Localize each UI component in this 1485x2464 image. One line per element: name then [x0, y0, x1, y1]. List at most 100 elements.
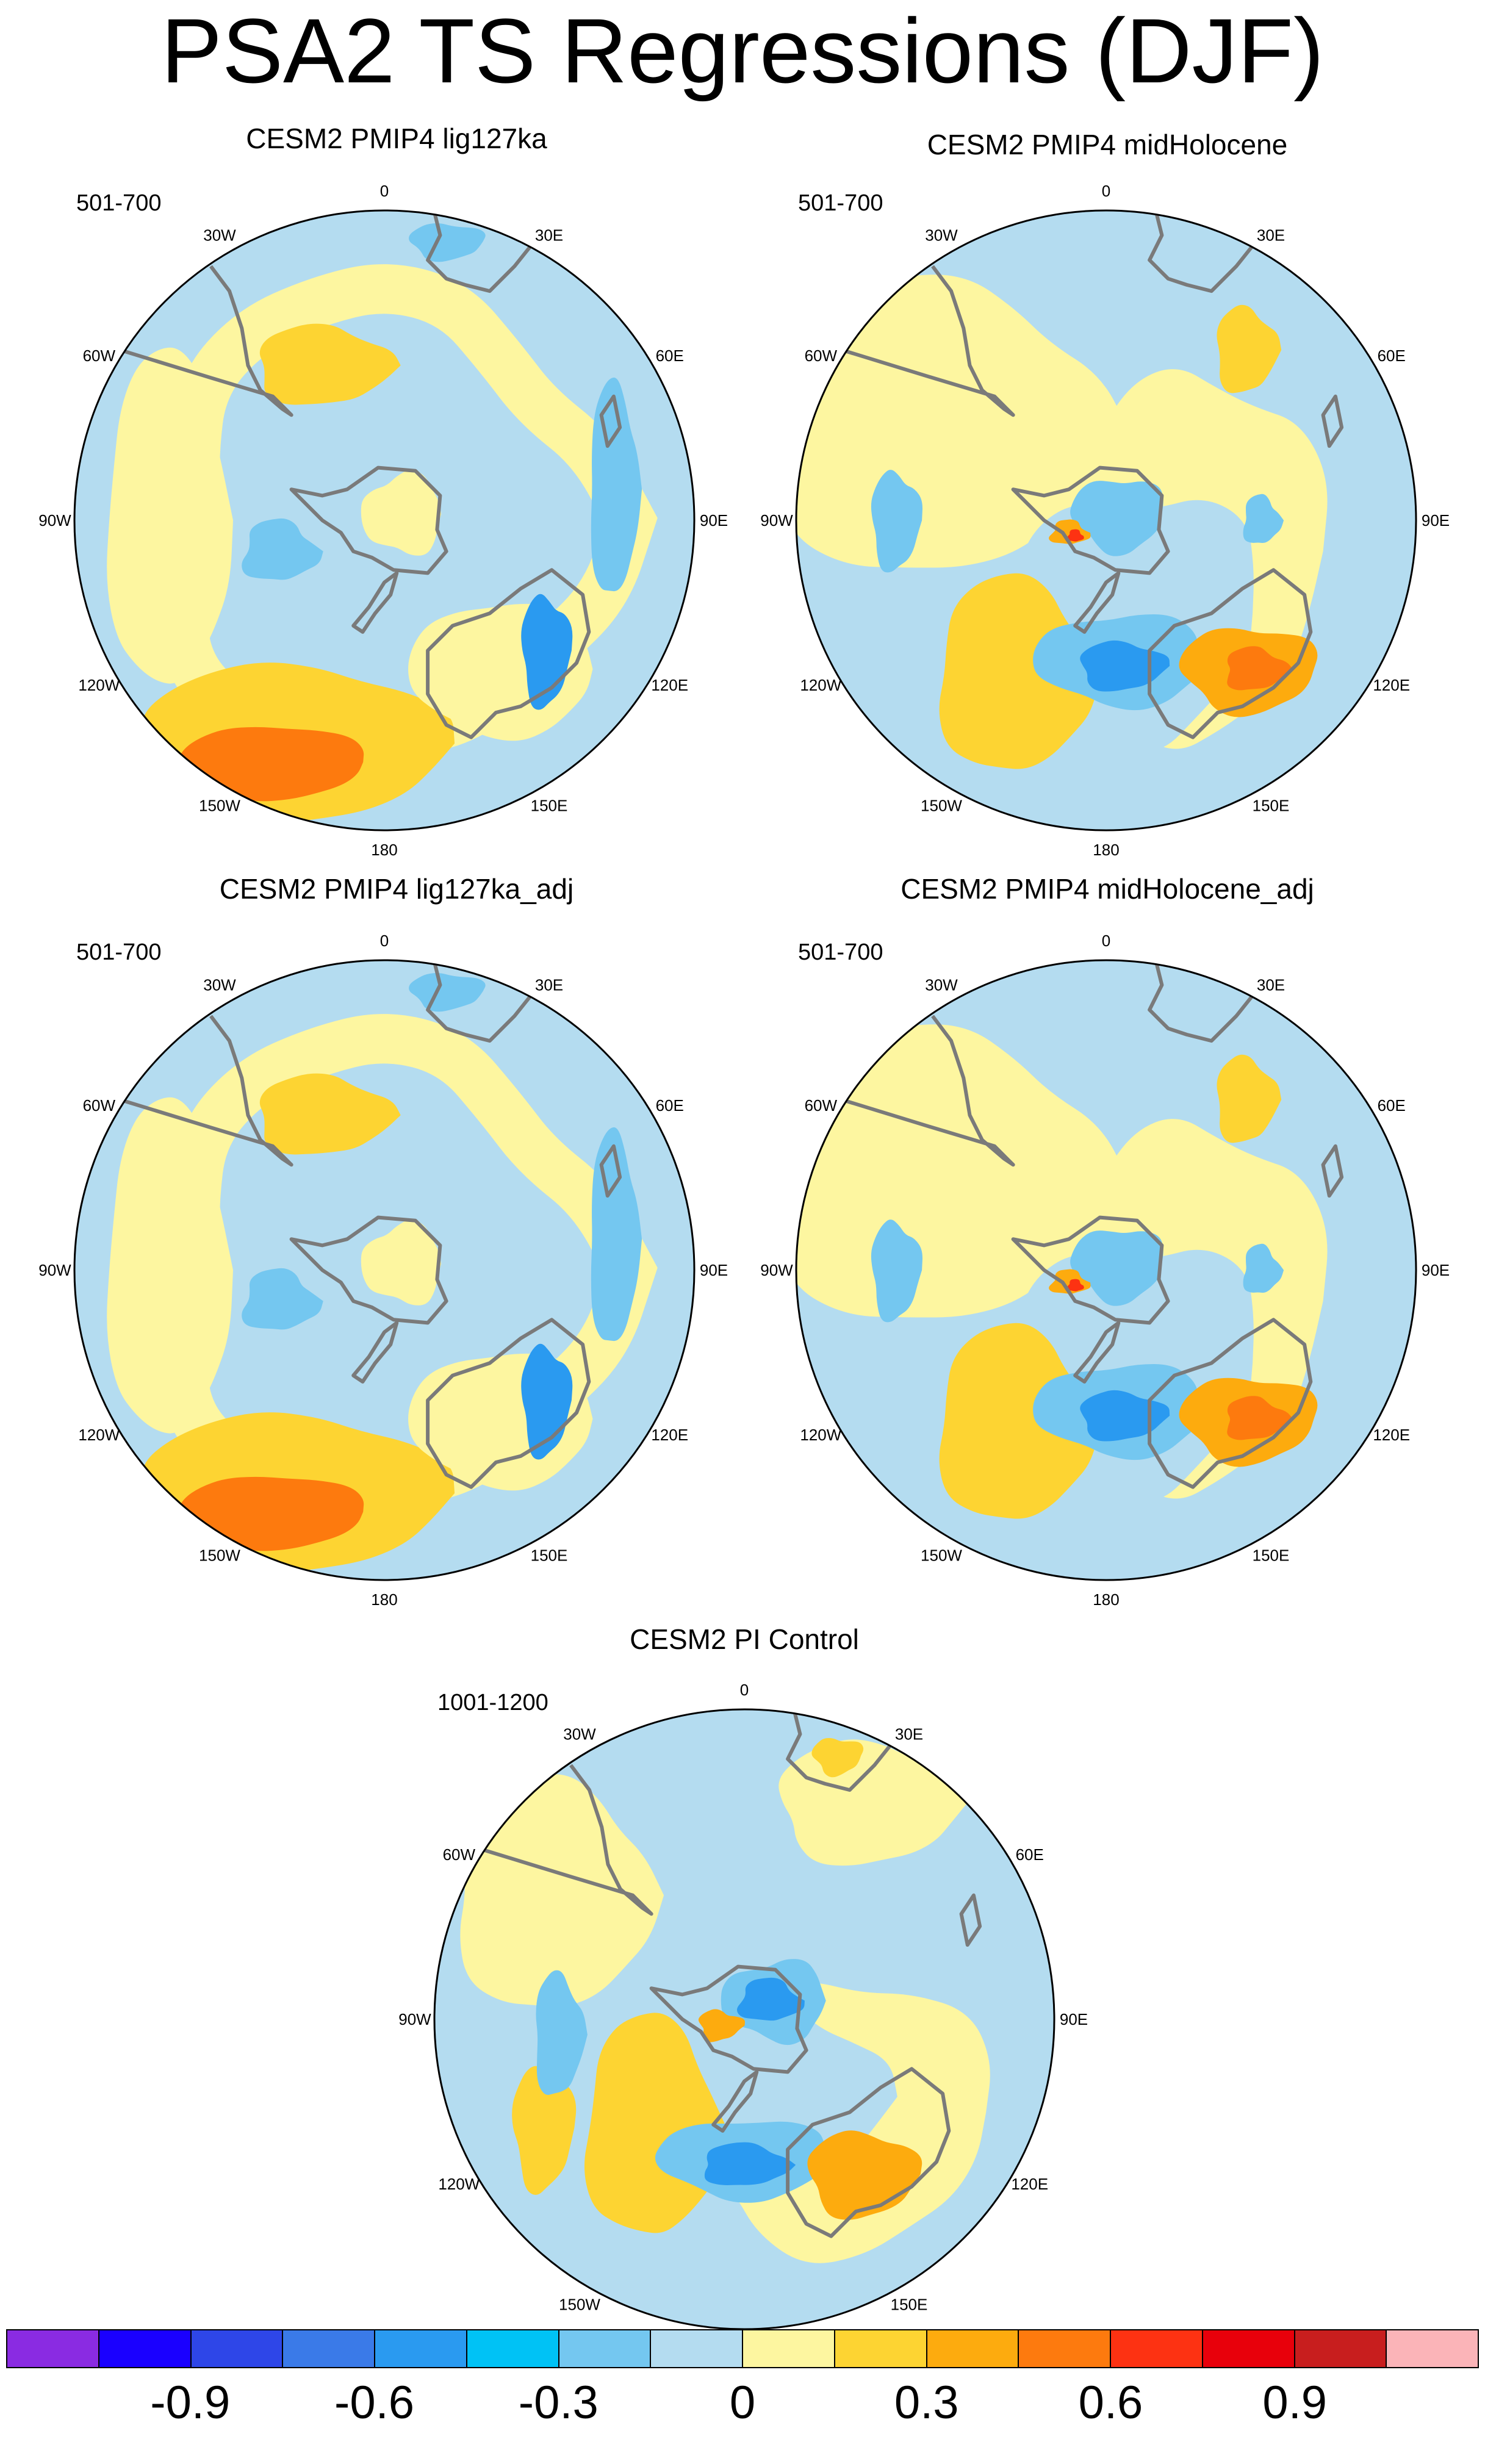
longitude-label: 150W: [921, 797, 962, 815]
longitude-label: 30E: [895, 1725, 923, 1743]
antarctica-coastline: [649, 1964, 808, 2074]
longitude-label: 30W: [563, 1725, 596, 1743]
colorbar-box: [1019, 2330, 1111, 2367]
colorbar-box: [7, 2330, 99, 2367]
contour-patch: [1080, 1390, 1170, 1442]
colorbar-box: [927, 2330, 1019, 2367]
contour-patch: [1227, 646, 1293, 691]
south-america-coastline: [811, 1015, 1015, 1167]
australia-coastline: [426, 1318, 591, 1489]
period-label-midholocene-adj: 501-700: [798, 939, 883, 965]
panel-title-lig127ka: CESM2 PMIP4 lig127ka: [246, 123, 547, 154]
new-zealand-coastline: [1073, 1321, 1121, 1384]
map-boundary: [73, 959, 696, 1581]
longitude-label: 90W: [398, 2010, 431, 2028]
longitude-label: 30W: [203, 226, 236, 244]
longitude-label: 120E: [1373, 1426, 1410, 1444]
longitude-label: 0: [380, 182, 389, 200]
colorbar-label: 0.9: [1262, 2377, 1328, 2429]
panel-title-lig127ka-adj: CESM2 PMIP4 lig127ka_adj: [219, 873, 574, 905]
contour-patch: [460, 1774, 664, 2006]
antarctica-coastline: [1011, 465, 1170, 575]
longitude-label: 30W: [203, 975, 236, 994]
contour-patch: [1243, 494, 1284, 544]
figure-title: PSA2 TS Regressions (DJF): [160, 0, 1325, 102]
longitude-label: 180: [1093, 1590, 1119, 1609]
madagascar-coastline: [599, 394, 622, 448]
longitude-label: 150W: [199, 797, 240, 815]
contour-patch: [409, 223, 486, 262]
longitude-label: 30W: [925, 226, 958, 244]
australia-coastline: [786, 2067, 951, 2238]
colorbar-box: [467, 2330, 559, 2367]
longitude-label: 180: [1093, 841, 1119, 859]
longitude-label: 120E: [1011, 2175, 1048, 2193]
longitude-label: 90E: [1422, 511, 1450, 530]
colorbar-box: [283, 2330, 375, 2367]
longitude-label: 120E: [651, 676, 688, 694]
antarctica-coastline: [1011, 1215, 1170, 1325]
longitude-label: 90E: [1060, 2010, 1088, 2028]
longitude-label: 90E: [700, 1261, 728, 1279]
map-boundary: [795, 209, 1417, 832]
contour-patch: [107, 347, 233, 684]
colorbar-box: [1387, 2330, 1478, 2367]
contour-patch: [1217, 1054, 1282, 1143]
contour-patch: [1227, 1396, 1293, 1440]
map-panel-lig127ka-adj: 0 30E 60E 90E 120E 150E 180 150W 120W 90W 60W 30W: [38, 932, 728, 1609]
contour-field: [796, 210, 1416, 830]
longitude-label: 30E: [535, 226, 563, 244]
colorbar-label: 0.6: [1078, 2377, 1143, 2429]
colorbar-box: [743, 2330, 835, 2367]
longitude-label: 60E: [656, 347, 684, 365]
australia-coastline: [1148, 568, 1313, 739]
australia-coastline: [426, 568, 591, 739]
contour-patch: [704, 2142, 796, 2185]
longitude-label: 30E: [1257, 226, 1285, 244]
contour-patch: [1066, 1279, 1084, 1291]
longitude-label: 0: [740, 1681, 749, 1699]
madagascar-coastline: [599, 1144, 622, 1198]
longitude-label: 90W: [760, 1261, 793, 1279]
panel-title-midholocene: CESM2 PMIP4 midHolocene: [927, 129, 1288, 160]
contour-patch: [536, 1970, 588, 2095]
contour-patch: [736, 1977, 805, 2021]
contour-field: [74, 960, 694, 1580]
longitude-label: 30E: [1257, 975, 1285, 994]
antarctica-coastline: [289, 465, 448, 575]
contour-patch: [939, 1323, 1100, 1519]
longitude-label: 150E: [1253, 1546, 1290, 1565]
contour-patch: [871, 470, 922, 573]
longitude-label: 60W: [805, 347, 838, 365]
madagascar-coastline: [1321, 1144, 1344, 1198]
contour-patch: [242, 518, 323, 580]
longitude-label: 180: [371, 1590, 397, 1609]
longitude-label: 120W: [800, 1426, 841, 1444]
map-boundary: [73, 209, 696, 832]
longitude-label: 150E: [531, 1546, 568, 1565]
longitude-label: 60E: [1378, 347, 1406, 365]
contour-patch: [512, 2066, 577, 2195]
colorbar-box: [99, 2330, 192, 2367]
longitude-label: 120W: [800, 676, 841, 694]
map-panel-midholocene: 0 30E 60E 90E 120E 150E 180 150W 120W 90W 60W 30W: [760, 182, 1450, 859]
contour-patch: [361, 470, 442, 556]
longitude-label: 30W: [925, 975, 958, 994]
longitude-label: 150E: [531, 797, 568, 815]
contour-patch: [1080, 640, 1170, 692]
period-label-pi-control: 1001-1200: [437, 1690, 548, 1715]
contour-patch: [107, 1097, 233, 1434]
contour-patch: [1217, 304, 1282, 393]
colorbar-box: [835, 2330, 927, 2367]
longitude-label: 180: [371, 841, 397, 859]
longitude-label: 120W: [78, 676, 120, 694]
period-label-lig127ka: 501-700: [76, 190, 162, 216]
colorbar-label: 0: [729, 2377, 756, 2429]
longitude-label: 120W: [78, 1426, 120, 1444]
map-boundary: [795, 959, 1417, 1581]
south-america-coastline: [811, 265, 1015, 417]
south-america-coastline: [449, 1764, 653, 1916]
colorbar-box: [191, 2330, 284, 2367]
longitude-label: 30E: [535, 975, 563, 994]
map-panel-lig127ka: 0 30E 60E 90E 120E 150E 180 150W 120W 90W 60W 30W: [38, 182, 728, 859]
